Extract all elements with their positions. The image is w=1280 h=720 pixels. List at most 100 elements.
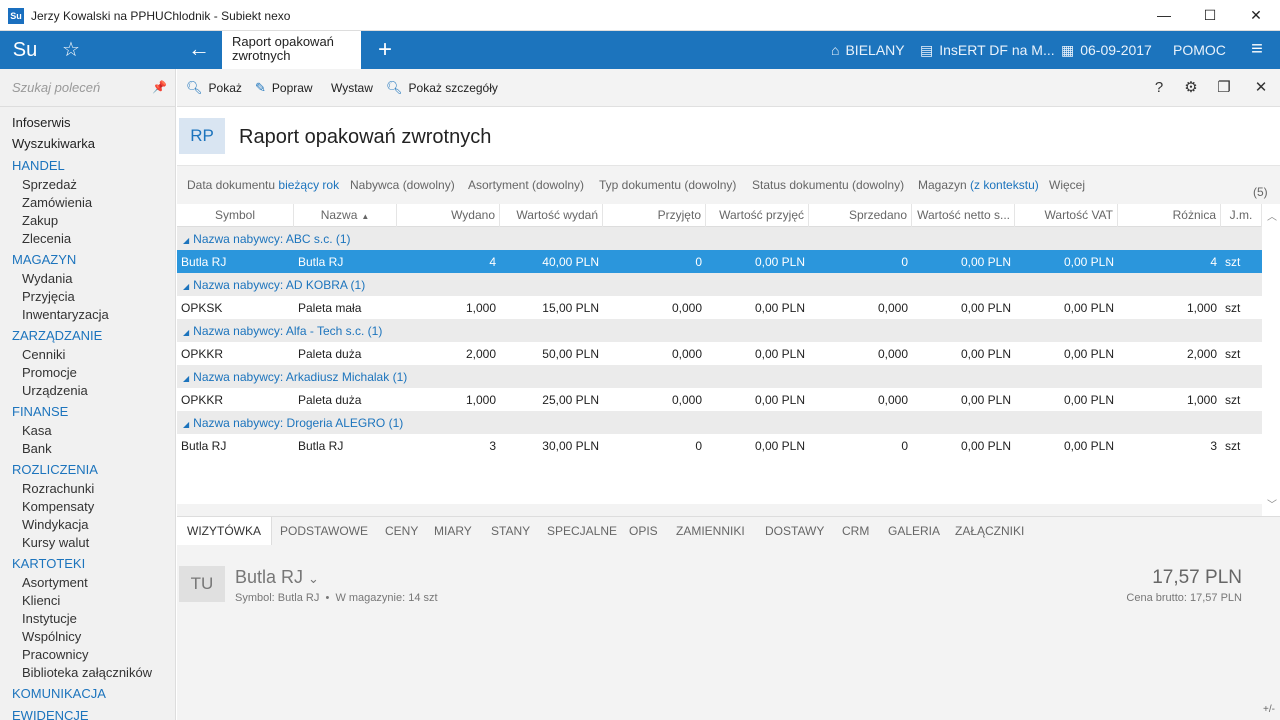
detail-tab-4[interactable]: STANY: [491, 524, 531, 538]
help-icon[interactable]: ?: [1154, 79, 1164, 96]
sidebar-item-0[interactable]: Infoserwis: [12, 115, 71, 130]
sidebar-section-15[interactable]: FINANSE: [12, 404, 69, 419]
detail-tab-0[interactable]: WIZYTÓWKA: [177, 517, 272, 546]
new-tab-plus-icon[interactable]: +: [377, 36, 392, 63]
detail-tab-7[interactable]: ZAMIENNIKI: [676, 524, 745, 538]
column-header-4[interactable]: Przyjęto: [603, 204, 706, 227]
sidebar-item-13[interactable]: Promocje: [22, 365, 77, 380]
product-name[interactable]: Butla RJ ⌄: [235, 567, 319, 587]
collapse-triangle-icon[interactable]: ◢: [183, 420, 190, 429]
table-row[interactable]: OPKKR Paleta duża 2,000 50,00 PLN 0,000 0,00 …: [177, 342, 1262, 365]
restore-window-icon[interactable]: ❐: [1217, 79, 1231, 96]
sidebar-item-29[interactable]: Biblioteka załączników: [22, 665, 153, 680]
sidebar-item-21[interactable]: Windykacja: [22, 517, 89, 532]
group-row[interactable]: ◢ Nazwa nabywcy: ABC s.c. (1): [177, 227, 1262, 250]
detail-tab-6[interactable]: OPIS: [629, 524, 658, 538]
group-row[interactable]: ◢ Nazwa nabywcy: Arkadiusz Michalak (1): [177, 365, 1262, 388]
sidebar-item-1[interactable]: Wyszukiwarka: [12, 136, 95, 151]
settings-gear-icon[interactable]: ⚙: [1184, 79, 1198, 96]
column-header-2[interactable]: Wydano: [397, 204, 500, 227]
filter-5[interactable]: Magazyn (z kontekstu): [918, 178, 1039, 192]
column-header-6[interactable]: Sprzedano: [809, 204, 912, 227]
date-selector[interactable]: ▦ 06-09-2017: [1061, 31, 1152, 69]
tab-raport-opakowan[interactable]: Raport opakowań zwrotnych: [222, 31, 361, 69]
detail-tab-5[interactable]: SPECJALNE: [547, 524, 618, 538]
filter-3[interactable]: Typ dokumentu (dowolny): [599, 178, 736, 192]
sidebar-section-7[interactable]: MAGAZYN: [12, 252, 77, 267]
sidebar-item-28[interactable]: Pracownicy: [22, 647, 89, 662]
scroll-down-icon[interactable]: ﹀: [1267, 500, 1277, 511]
filter-4[interactable]: Status dokumentu (dowolny): [752, 178, 904, 192]
minimize-button[interactable]: —: [1157, 7, 1171, 23]
table-row[interactable]: OPKSK Paleta mała 1,000 15,00 PLN 0,000 0,00 …: [177, 296, 1262, 319]
edit-button[interactable]: ✎ Popraw: [255, 80, 313, 95]
command-search-input[interactable]: Szukaj poleceń 📌: [0, 69, 175, 107]
chevron-down-icon[interactable]: ⌄: [308, 571, 319, 586]
column-header-1[interactable]: Nazwa ▲: [294, 204, 397, 227]
sidebar-item-24[interactable]: Asortyment: [22, 575, 88, 590]
column-header-9[interactable]: Różnica: [1118, 204, 1221, 227]
sidebar-item-8[interactable]: Wydania: [22, 271, 73, 286]
vertical-scrollbar[interactable]: ︿ ﹀: [1263, 204, 1280, 515]
group-row[interactable]: ◢ Nazwa nabywcy: AD KOBRA (1): [177, 273, 1262, 296]
close-window-button[interactable]: ✕: [1250, 7, 1262, 23]
detail-tab-10[interactable]: GALERIA: [888, 524, 941, 538]
collapse-triangle-icon[interactable]: ◢: [183, 236, 190, 245]
sidebar-item-16[interactable]: Kasa: [22, 423, 52, 438]
sidebar-section-11[interactable]: ZARZĄDZANIE: [12, 328, 103, 343]
column-header-5[interactable]: Wartość przyjęć: [706, 204, 809, 227]
group-row[interactable]: ◢ Nazwa nabywcy: Drogeria ALEGRO (1): [177, 411, 1262, 434]
expand-toggle[interactable]: +/-: [1263, 704, 1275, 715]
branch-selector[interactable]: ⌂ BIELANY: [831, 31, 905, 69]
sidebar-section-2[interactable]: HANDEL: [12, 158, 65, 173]
sidebar-item-9[interactable]: Przyjęcia: [22, 289, 75, 304]
hamburger-menu-icon[interactable]: ≡: [1251, 38, 1263, 60]
sidebar-item-26[interactable]: Instytucje: [22, 611, 77, 626]
column-header-3[interactable]: Wartość wydań: [500, 204, 603, 227]
detail-tab-2[interactable]: CENY: [385, 524, 419, 538]
scroll-up-icon[interactable]: ︿: [1267, 212, 1277, 223]
table-row[interactable]: Butla RJ Butla RJ 3 30,00 PLN 0 0,00 PLN 0 0,00…: [177, 434, 1262, 457]
show-details-button[interactable]: 🔍︎ Pokaż szczegóły: [386, 80, 498, 95]
filter-1[interactable]: Nabywca (dowolny): [350, 178, 455, 192]
sidebar-item-3[interactable]: Sprzedaż: [22, 177, 77, 192]
collapse-triangle-icon[interactable]: ◢: [183, 282, 190, 291]
sidebar-item-27[interactable]: Wspólnicy: [22, 629, 82, 644]
company-selector[interactable]: ▤ InsERT DF na M...: [920, 31, 1055, 69]
pin-icon[interactable]: 📌: [152, 80, 167, 94]
sidebar-item-19[interactable]: Rozrachunki: [22, 481, 95, 496]
app-menu-button[interactable]: Su: [12, 39, 38, 61]
sidebar-section-30[interactable]: KOMUNIKACJA: [12, 686, 106, 701]
detail-tab-3[interactable]: MIARY: [434, 524, 472, 538]
show-button[interactable]: 🔍︎ Pokaż: [186, 80, 242, 95]
filter-6[interactable]: Więcej: [1049, 178, 1085, 192]
sidebar-item-17[interactable]: Bank: [22, 441, 52, 456]
column-header-10[interactable]: J.m.: [1221, 204, 1262, 227]
sidebar-item-12[interactable]: Cenniki: [22, 347, 66, 362]
sidebar-item-6[interactable]: Zlecenia: [22, 231, 72, 246]
sidebar-section-23[interactable]: KARTOTEKI: [12, 556, 86, 571]
sidebar-section-18[interactable]: ROZLICZENIA: [12, 462, 98, 477]
collapse-triangle-icon[interactable]: ◢: [183, 328, 190, 337]
sidebar-item-14[interactable]: Urządzenia: [22, 383, 88, 398]
filter-2[interactable]: Asortyment (dowolny): [468, 178, 584, 192]
sidebar-item-20[interactable]: Kompensaty: [22, 499, 95, 514]
sidebar-section-31[interactable]: EWIDENCJE DODATKOWE: [12, 708, 89, 720]
column-header-0[interactable]: Symbol: [177, 204, 294, 227]
sidebar-item-4[interactable]: Zamówienia: [22, 195, 93, 210]
table-row[interactable]: OPKKR Paleta duża 1,000 25,00 PLN 0,000 0,00 …: [177, 388, 1262, 411]
issue-button[interactable]: Wystaw: [331, 81, 373, 95]
detail-tab-11[interactable]: ZAŁĄCZNIKI: [955, 524, 1025, 538]
filter-value[interactable]: (z kontekstu): [970, 178, 1039, 192]
maximize-button[interactable]: ☐: [1203, 7, 1217, 23]
collapse-triangle-icon[interactable]: ◢: [183, 374, 190, 383]
column-header-7[interactable]: Wartość netto s...: [912, 204, 1015, 227]
back-arrow-icon[interactable]: ←: [188, 36, 210, 61]
group-row[interactable]: ◢ Nazwa nabywcy: Alfa - Tech s.c. (1): [177, 319, 1262, 342]
column-header-8[interactable]: Wartość VAT sp...: [1015, 204, 1118, 245]
sidebar-item-25[interactable]: Klienci: [22, 593, 61, 608]
detail-tab-9[interactable]: CRM: [842, 524, 870, 538]
close-tab-icon[interactable]: ✕: [1254, 79, 1268, 96]
sidebar-item-5[interactable]: Zakup: [22, 213, 59, 228]
help-menu[interactable]: POMOC: [1173, 42, 1226, 58]
